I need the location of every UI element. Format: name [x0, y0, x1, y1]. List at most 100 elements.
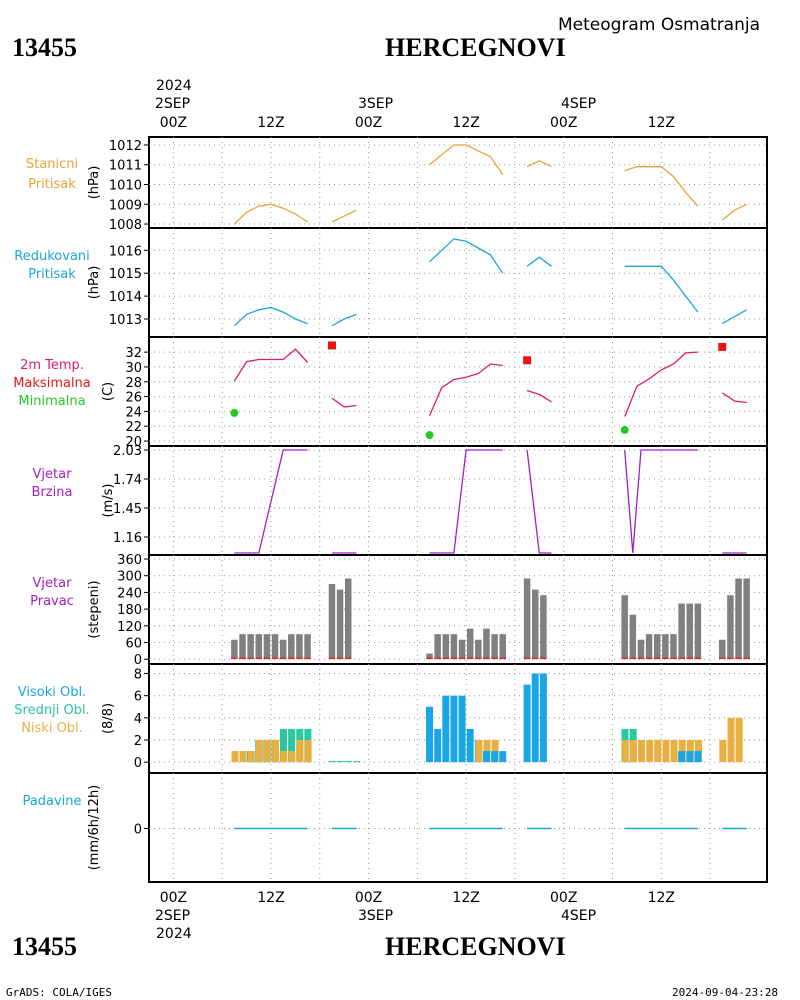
y-axis-label: (C): [101, 382, 116, 401]
y-tick-label: 8: [134, 668, 142, 683]
mid-cloud-bar: [345, 761, 353, 763]
low-cloud-bar: [735, 717, 743, 763]
y-tick-label: 1015: [109, 267, 142, 282]
bottom-tick-label: 00Z: [355, 890, 382, 906]
y-axis-label: (hPa): [87, 266, 102, 300]
panel-frame: [148, 136, 768, 229]
wind-direction-bar: [629, 614, 637, 660]
panel-label: Stanicni: [26, 157, 78, 172]
panel-label: Niski Obl.: [21, 721, 83, 736]
y-tick-label: 1008: [109, 218, 142, 233]
top-tick-label: 12Z: [452, 115, 479, 131]
y-tick-label: 300: [117, 570, 142, 585]
panel-label: Vjetar: [33, 576, 73, 591]
bottom-tick-label: 00Z: [550, 890, 577, 906]
wind-direction-bar: [532, 589, 539, 660]
y-tick-label: 1012: [109, 139, 142, 154]
y-tick-label: 1016: [109, 244, 142, 259]
tmin-marker: [620, 425, 629, 434]
series-line: [526, 449, 552, 554]
series-line: [233, 203, 308, 225]
low-cloud-bar: [629, 739, 637, 763]
wind-direction-bar: [670, 634, 677, 660]
low-cloud-bar: [638, 739, 646, 763]
top-tick-label: 00Z: [550, 115, 577, 131]
top-date-1: 2SEP: [155, 96, 190, 112]
tmax-marker: [327, 341, 336, 350]
y-tick-label: 180: [117, 603, 142, 618]
high-cloud-bar: [678, 751, 686, 763]
wind-direction-bar: [247, 634, 254, 660]
series-line: [526, 389, 552, 403]
bottom-tick-label: 12Z: [452, 890, 479, 906]
wind-direction-bar: [499, 634, 506, 660]
station-id-top: 13455: [12, 33, 77, 62]
y-tick-label: 1.45: [113, 502, 142, 517]
low-cloud-bar: [296, 739, 304, 763]
high-cloud-bar: [434, 728, 442, 763]
tmax-marker: [718, 342, 727, 351]
panel-4: 1.16 1.45 1.74 2.03 (m/s) Vjetar Brzina: [32, 444, 768, 556]
wind-direction-bar: [540, 595, 547, 660]
y-tick-label: 20: [125, 435, 142, 450]
series-line: [331, 313, 357, 327]
top-tick-label: 00Z: [160, 115, 187, 131]
station-name-bottom: HERCEGNOVI: [385, 932, 566, 961]
low-cloud-bar: [719, 739, 727, 763]
high-cloud-bar: [539, 673, 547, 763]
high-cloud-bar: [686, 751, 694, 763]
wind-direction-bar: [645, 634, 653, 660]
wind-direction-bar: [442, 634, 450, 660]
series-line: [624, 265, 699, 313]
mid-cloud-bar: [328, 761, 336, 763]
high-cloud-bar: [442, 695, 450, 763]
series-line: [331, 397, 357, 408]
series-line: [526, 256, 552, 267]
top-date-2: 3SEP: [358, 96, 393, 112]
bottom-tick-label: 12Z: [648, 890, 675, 906]
low-cloud-bar: [654, 739, 662, 763]
y-tick-label: 120: [117, 620, 142, 635]
low-cloud-bar: [272, 739, 280, 763]
wind-direction-bar: [719, 639, 726, 660]
panel-label: Minimalna: [18, 394, 85, 409]
series-line: [624, 351, 698, 417]
y-tick-label: 28: [125, 376, 142, 391]
low-cloud-bar: [264, 739, 272, 763]
wind-direction-bar: [637, 639, 645, 660]
wind-direction-bar: [239, 634, 246, 660]
y-tick-label: 1014: [109, 290, 142, 305]
panel-label: Maksimalna: [13, 376, 91, 391]
panel-frame: [148, 227, 768, 338]
top-date-3: 4SEP: [561, 96, 596, 112]
low-cloud-bar: [304, 739, 312, 763]
series-line: [233, 306, 308, 327]
panel-label: Brzina: [32, 485, 73, 500]
y-tick-label: 1013: [109, 313, 142, 328]
high-cloud-bar: [491, 751, 499, 763]
top-year: 2024: [156, 78, 192, 94]
wind-direction-bar: [523, 578, 531, 660]
series-line: [429, 238, 504, 274]
wind-direction-bar: [304, 634, 311, 660]
y-tick-label: 2: [134, 734, 142, 749]
bottom-tick-label: 12Z: [257, 890, 284, 906]
station-id-bottom: 13455: [12, 932, 77, 961]
high-cloud-bar: [466, 728, 474, 763]
series-line: [624, 166, 699, 207]
wind-direction-bar: [255, 634, 263, 660]
y-tick-label: 1.74: [113, 473, 142, 488]
tmin-marker: [425, 431, 434, 440]
y-tick-label: 6: [134, 690, 142, 705]
y-tick-label: 0: [134, 653, 142, 668]
bottom-time-ticks: 00Z 12Z 00Z 12Z 00Z 12Z: [160, 890, 675, 906]
y-axis-label: (8/8): [101, 703, 116, 734]
panel-7: 0 (mm/6h/12h) Padavine: [23, 772, 768, 883]
series-line: [721, 392, 747, 404]
y-axis-label: (mm/6h/12h): [87, 785, 102, 871]
series-line: [234, 449, 308, 554]
low-cloud-bar: [239, 751, 247, 763]
bottom-date-1: 2SEP: [155, 908, 190, 924]
